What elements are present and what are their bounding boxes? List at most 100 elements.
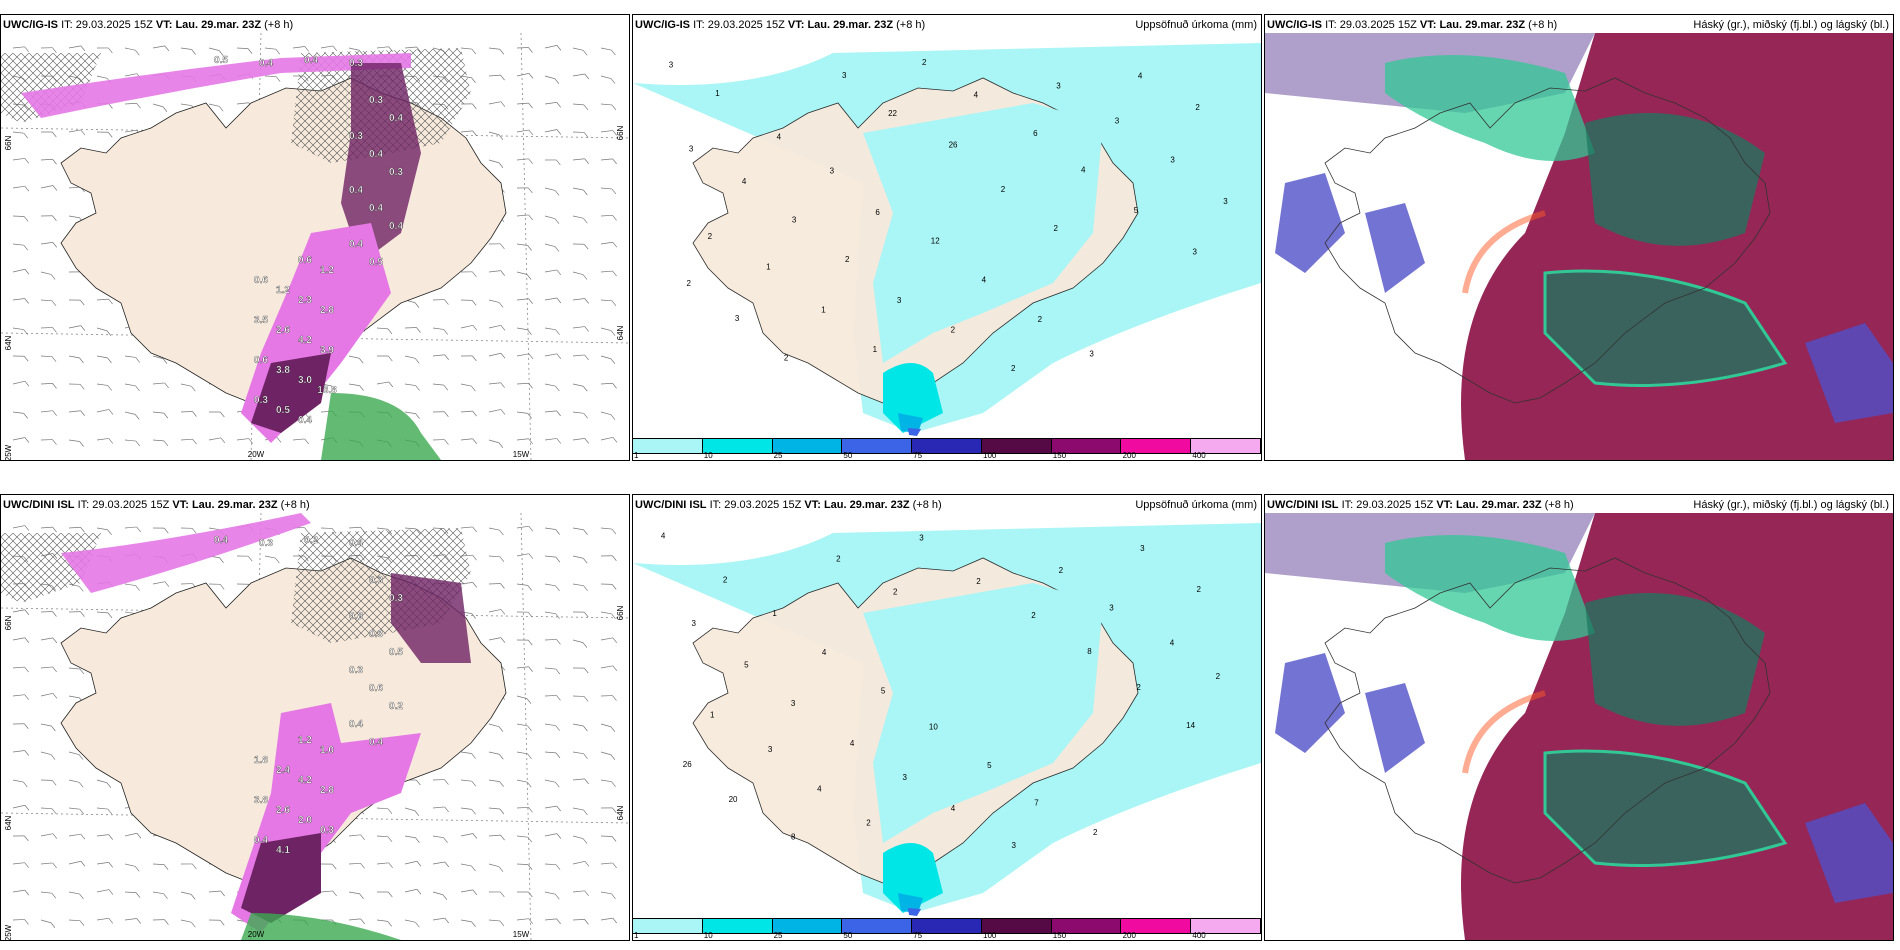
wind-barb-feather (359, 385, 364, 391)
legend-tick: 50 (843, 931, 853, 940)
low-cloud (1365, 683, 1425, 773)
wind-barb (572, 555, 584, 559)
wind-barb-feather (499, 49, 505, 55)
wind-barb (236, 102, 249, 105)
wind-barb-feather (526, 698, 532, 704)
legend-swatch (1121, 439, 1192, 453)
accum-value-label: 4 (974, 91, 979, 100)
wind-barb (68, 807, 80, 810)
wind-barb (152, 45, 165, 49)
valid-time: Lau. 29.mar. 23Z (1455, 499, 1542, 511)
wind-barb (68, 695, 80, 699)
wind-barb-feather (416, 889, 422, 895)
wind-barb-feather (528, 525, 534, 532)
accum-value-label: 3 (897, 296, 902, 305)
wind-barb (572, 919, 585, 921)
lead-time: (+8 h) (1544, 499, 1574, 511)
legend-swatch (633, 919, 703, 933)
wind-barb-feather (79, 441, 84, 447)
precip-value-label: 0.6 (254, 355, 268, 366)
wind-barb (348, 918, 361, 921)
accum-value-label: 5 (987, 761, 992, 770)
wind-barb (68, 129, 81, 133)
wind-barb-feather (23, 329, 28, 335)
wind-barb-feather (583, 809, 588, 816)
legend-swatch (981, 919, 1052, 933)
map-panel-6: UWC/DINI ISL IT: 29.03.2025 15Z VT: Lau.… (1264, 494, 1894, 941)
accum-value-label: 2 (845, 255, 850, 264)
wind-barb-feather (24, 835, 29, 842)
wind-barb-feather (500, 583, 505, 589)
vt-label: VT: (787, 19, 805, 31)
wind-barb-feather (582, 838, 588, 844)
wind-barb (264, 47, 276, 50)
precip-value-label: 0.3 (389, 593, 403, 604)
accum-value-label: 3 (1170, 155, 1175, 164)
wind-barb (124, 411, 136, 415)
accum-heavy (908, 908, 921, 916)
wind-barb-feather (79, 384, 85, 390)
wind-barb-feather (611, 300, 617, 307)
wind-barb (96, 75, 108, 79)
wind-barb-feather (471, 613, 476, 619)
wind-barb-feather (220, 437, 226, 444)
wind-barb-feather (80, 833, 86, 840)
wind-barb-feather (527, 329, 532, 335)
wind-barb-feather (583, 753, 588, 759)
wind-barb (488, 159, 500, 164)
accum-value-label: 2 (976, 577, 981, 586)
precip-value-label: 1.2 (276, 285, 290, 296)
wind-barb-feather (50, 754, 56, 760)
wind-barb (96, 438, 109, 441)
wind-barb (544, 779, 556, 783)
accum-value-label: 22 (888, 109, 897, 118)
wind-barb-feather (612, 555, 617, 561)
accum-value-label: 2 (1197, 585, 1202, 594)
wind-barb (544, 353, 557, 357)
wind-barb-feather (528, 438, 533, 445)
precip-value-label: 0.5 (276, 405, 290, 416)
wind-barb-feather (528, 891, 533, 898)
wind-barb-feather (528, 666, 533, 672)
wind-barb (96, 779, 108, 784)
accum-value-label: 3 (1012, 841, 1017, 850)
wind-barb-feather (388, 355, 393, 362)
precip-value-label: 1.2 (320, 265, 334, 276)
wind-barb (124, 355, 136, 358)
wind-barb-feather (332, 890, 337, 897)
axis-label-lat_c: 25W (4, 924, 13, 940)
precip-value-label: 3.0 (298, 375, 312, 386)
wind-barb (572, 751, 584, 755)
wind-barb-feather (108, 918, 114, 924)
legend-swatch (1191, 919, 1261, 933)
wind-barb (68, 833, 81, 837)
wind-barb (348, 891, 360, 895)
wind-barb (12, 437, 25, 441)
wind-barb (40, 271, 52, 275)
wind-barb (432, 891, 444, 896)
wind-barb (12, 609, 25, 613)
wind-barb (600, 214, 613, 217)
wind-barb-feather (528, 553, 534, 559)
wind-barb (404, 919, 416, 923)
wind-barb-feather (360, 834, 365, 841)
wind-barb-feather (275, 557, 280, 564)
wind-barb-feather (247, 48, 253, 54)
wind-barb (236, 438, 249, 441)
wind-barb (488, 74, 501, 77)
wind-barb (12, 298, 25, 301)
accum-area-inland (863, 583, 1103, 843)
precip-band (61, 513, 311, 593)
wind-barb-feather (610, 358, 616, 364)
wind-barb (544, 751, 556, 754)
wind-barb-feather (415, 413, 420, 419)
wind-barb (572, 158, 585, 161)
wind-barb-feather (556, 805, 562, 812)
wind-barb (516, 327, 528, 331)
wind-barb-feather (52, 383, 57, 389)
wind-barb (516, 102, 529, 105)
panel-title: Háský (gr.), miðský (fj.bl.) og lágský (… (1693, 499, 1889, 511)
wind-barb (600, 723, 612, 728)
wind-barb (404, 860, 418, 865)
wind-barb (488, 779, 500, 782)
